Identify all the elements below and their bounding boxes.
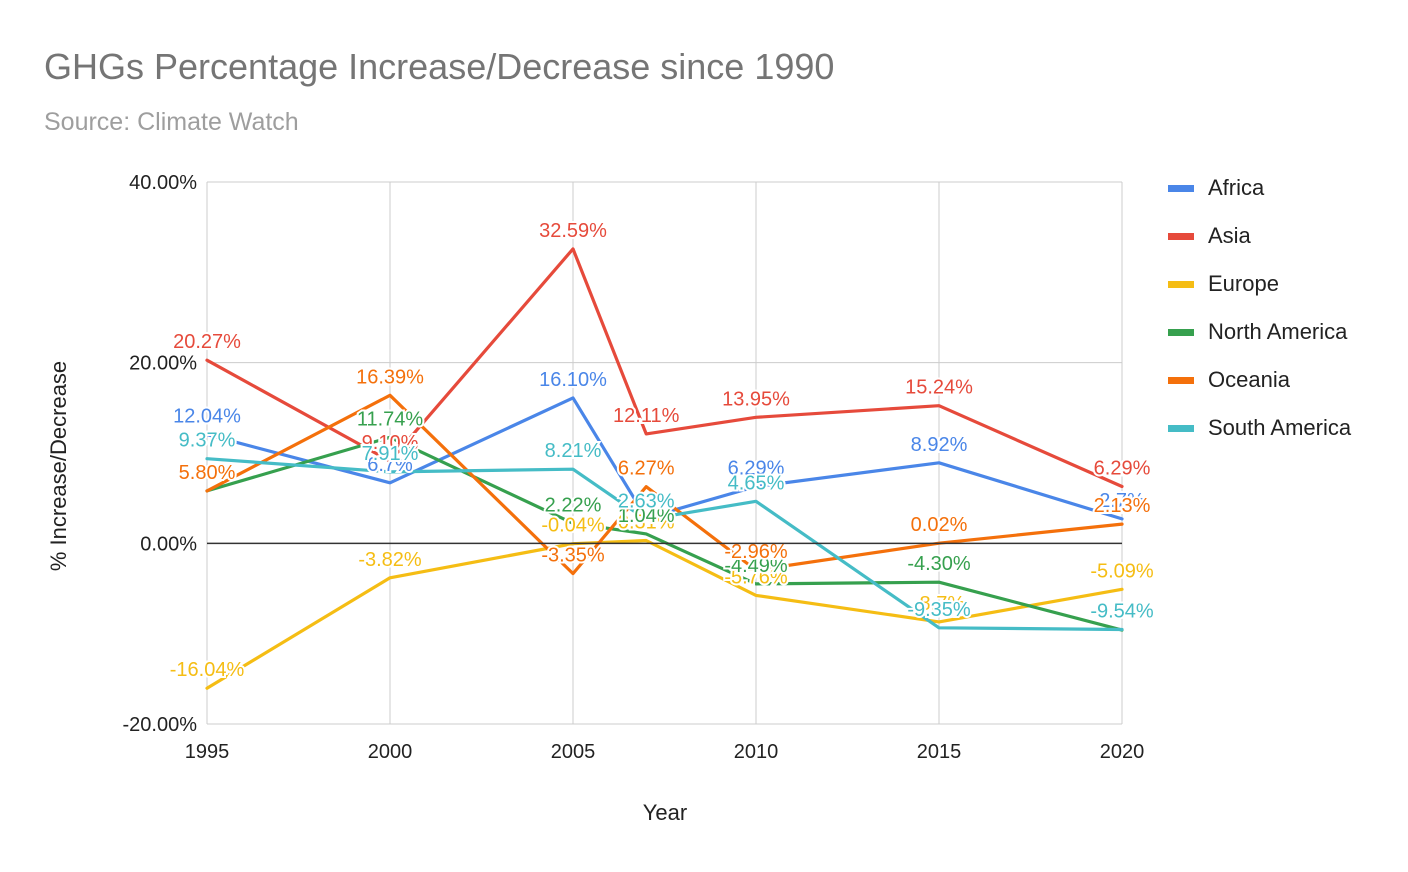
data-label-north-america: -4.49% [724,555,788,577]
x-tick-label: 2020 [1100,741,1145,763]
series-line-europe [205,538,1124,690]
data-label-asia: 6.29% [1094,458,1151,480]
legend-item-south-america: South America [1168,404,1351,452]
y-tick-label: 0.00% [140,533,197,555]
data-label-oceania: 6.27% [618,458,675,480]
x-tick-label: 2005 [551,741,596,763]
data-label-oceania: 16.39% [356,366,424,388]
series-line-asia [205,247,1124,489]
data-label-south-america: 9.37% [179,430,236,452]
legend: Africa Asia Europe North America Oceania Sout… [1168,164,1351,452]
legend-item-north-america: North America [1168,308,1351,356]
data-label-asia: 20.27% [173,331,241,353]
data-label-europe: -0.04% [541,515,605,537]
data-label-oceania: -3.35% [541,545,605,567]
data-label-oceania: 5.80% [179,462,236,484]
data-label-south-america: -9.35% [907,599,971,621]
x-tick-label: 2010 [734,741,779,763]
data-label-layer: 12.04% 6.7% 16.10% 6.29% 8.92% 2.7% 20.27% 9.10… [168,218,1156,683]
x-axis-title: Year [643,800,687,825]
data-label-south-america: -9.54% [1090,601,1154,623]
data-label-europe: 0.31% [618,512,675,534]
legend-item-europe: Europe [1168,260,1351,308]
data-label-north-america: 1.04% [618,505,675,527]
legend-swatch [1168,232,1194,240]
data-label-asia: 12.11% [613,405,680,427]
legend-swatch [1168,424,1194,432]
data-label-north-america: -4.30% [907,553,971,575]
data-label-asia: 15.24% [905,377,973,399]
data-label-asia: 32.59% [539,220,607,242]
x-tick-label: 2015 [917,741,962,763]
data-label-north-america: 11.74% [357,408,424,430]
legend-swatch [1168,184,1194,192]
data-label-europe: -5.09% [1090,560,1154,582]
y-tick-label: 40.00% [129,172,197,194]
series-layer [205,247,1124,690]
legend-item-asia: Asia [1168,212,1351,260]
data-label-asia: 9.10% [362,432,419,454]
y-axis-title: % Increase/Decrease [46,361,71,571]
legend-label: South America [1208,415,1352,440]
legend-label: North America [1208,319,1348,344]
data-label-north-america: 2.22% [545,494,602,516]
legend-label: Oceania [1208,367,1290,392]
data-label-africa: 8.92% [911,434,968,456]
chart-title: GHGs Percentage Increase/Decrease since … [44,46,835,87]
data-label-africa: 6.7% [367,454,413,476]
series-line-north-america [205,435,1124,632]
data-label-oceania: -2.96% [724,541,788,563]
legend-label: Europe [1208,271,1279,296]
axis-layer: -20.00% 0.00% 20.00% 40.00% 1995 2000 2005 2010… [123,172,1145,763]
data-label-europe: -3.82% [358,549,422,571]
series-line-south-america [205,457,1124,632]
data-label-south-america: 7.91% [362,443,419,465]
data-label-europe: -5.76% [724,566,788,588]
data-label-south-america: 4.65% [728,472,785,494]
data-label-africa: 6.29% [728,458,785,480]
y-tick-label: 20.00% [129,353,197,375]
data-label-europe: -16.04% [170,659,245,681]
x-tick-label: 1995 [185,741,230,763]
x-tick-label: 2000 [368,741,413,763]
data-label-south-america: 2.63% [618,491,675,513]
y-tick-label: -20.00% [123,714,198,736]
data-label-africa: 12.04% [173,406,241,428]
legend-item-oceania: Oceania [1168,356,1351,404]
data-label-oceania: 0.02% [911,514,968,536]
legend-swatch [1168,376,1194,384]
legend-swatch [1168,280,1194,288]
data-label-asia: 13.95% [722,388,790,410]
data-label-south-america: 8.21% [545,440,602,462]
data-label-europe: -8.7% [913,593,965,615]
legend-swatch [1168,328,1194,336]
legend-label: Asia [1208,223,1251,248]
legend-label: Africa [1208,175,1265,200]
data-label-africa: 2.7% [1099,490,1145,512]
chart-subtitle: Source: Climate Watch [44,108,299,136]
data-label-oceania: 2.13% [1094,495,1151,517]
legend-item-africa: Africa [1168,164,1351,212]
data-label-africa: 16.10% [539,369,607,391]
grid-layer [206,181,1123,725]
